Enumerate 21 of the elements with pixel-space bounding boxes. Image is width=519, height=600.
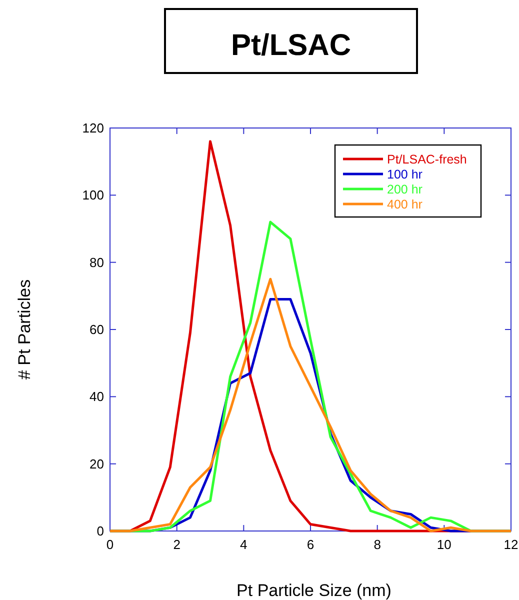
x-tick-label: 0 xyxy=(106,537,114,552)
legend-label: 400 hr xyxy=(387,198,422,212)
x-tick-label: 2 xyxy=(173,537,180,552)
chart-title: Pt/LSAC xyxy=(231,29,351,62)
x-axis-title: Pt Particle Size (nm) xyxy=(236,581,392,600)
y-tick-label: 120 xyxy=(82,120,104,136)
legend-label: 100 hr xyxy=(387,168,422,182)
x-tick-label: 4 xyxy=(240,537,248,552)
x-tick-label: 6 xyxy=(306,537,314,552)
y-tick-label: 0 xyxy=(96,524,104,538)
legend-label: Pt/LSAC-fresh xyxy=(387,152,467,166)
x-tick-label: 8 xyxy=(374,537,381,552)
y-axis-title: # Pt Particles xyxy=(15,279,34,380)
y-tick-label: 20 xyxy=(90,456,104,472)
y-tick-label: 100 xyxy=(82,188,104,203)
x-tick-label: 10 xyxy=(436,537,452,552)
y-tick-label: 40 xyxy=(90,389,104,404)
y-tick-label: 80 xyxy=(90,254,104,270)
x-tick-label: 12 xyxy=(504,537,518,552)
y-tick-label: 60 xyxy=(90,322,104,337)
legend-label: 200 hr xyxy=(387,182,422,196)
